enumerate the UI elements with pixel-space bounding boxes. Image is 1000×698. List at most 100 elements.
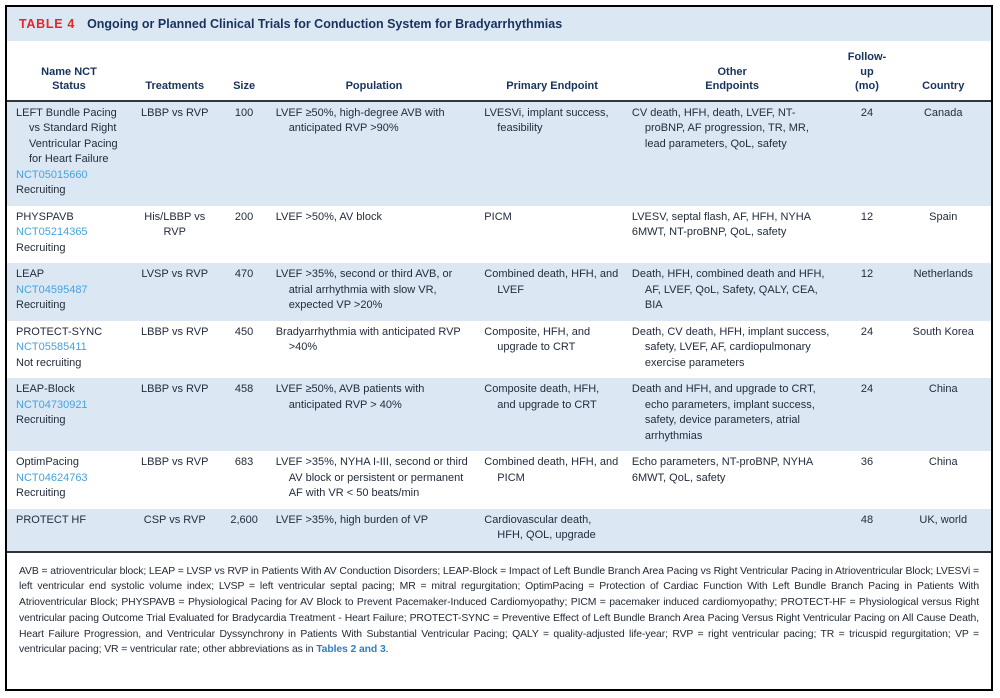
footnote-period: . (385, 644, 389, 656)
treatments-cell: CSP vs RVP (130, 508, 219, 553)
column-header-name-nct-status: Name NCT Status (7, 41, 131, 102)
followup-cell: 12 (860, 210, 874, 223)
treatments-cell: His/LBBP vs RVP (144, 210, 206, 239)
abbreviations-footnote: AVB = atrioventricular block; LEAP = LVS… (7, 553, 991, 690)
population-cell: LVEF >50%, AV block (275, 210, 382, 223)
primary-endpoint-cell: Composite death, HFH, and upgrade to CRT (478, 378, 626, 451)
treatments-cell: LBBP vs RVP (141, 456, 209, 468)
population-cell: LVEF >35%, high burden of VP (269, 508, 479, 553)
trial-name: PROTECT HF (16, 513, 87, 526)
name-nct-status-cell: PHYSPAVB NCT05214365 Recruiting (7, 206, 131, 264)
size-cell: 100 (218, 100, 270, 206)
nct-link[interactable]: NCT05214365 (16, 226, 88, 238)
trial-name: LEFT Bundle Pacing vs Standard Right Ven… (16, 106, 118, 166)
nct-link[interactable]: NCT05015660 (16, 168, 88, 181)
population-cell: Bradyarrhythmia with anticipated RVP >40… (275, 325, 461, 354)
population-cell: LVEF ≥50%, AVB patients with anticipated… (269, 378, 479, 451)
treatments-cell: LVSP vs RVP (130, 263, 219, 321)
followup-cell: 24 (838, 378, 896, 451)
column-header-country: Country (895, 41, 991, 102)
trial-status: Recruiting (16, 184, 66, 196)
column-header-other-endpoints: Other Endpoints (625, 41, 839, 102)
followup-cell: 12 (838, 263, 896, 321)
column-header-treatments: Treatments (130, 41, 219, 102)
followup-cell: 24 (860, 325, 874, 338)
column-header-primary-endpoint: Primary Endpoint (478, 41, 626, 102)
column-header-followup-mo: Follow-up (mo) (838, 41, 896, 102)
table-title: Ongoing or Planned Clinical Trials for C… (87, 17, 563, 31)
country-cell: China (928, 456, 958, 468)
country-cell: China (895, 378, 991, 451)
column-header-population: Population (269, 41, 479, 102)
size-cell: 683 (234, 456, 254, 468)
footnote-text: AVB = atrioventricular block; LEAP = LVS… (19, 565, 979, 656)
followup-cell: 24 (838, 100, 896, 206)
primary-endpoint-cell: Combined death, HFH, and PICM (484, 456, 619, 484)
table-row: LEAP-Block NCT04730921 Recruiting LBBP v… (7, 378, 991, 451)
followup-cell: 36 (860, 456, 874, 468)
header-row: Name NCT Status Treatments Size Populatio… (7, 41, 991, 102)
primary-endpoint-cell: Cardiovascular death, HFH, QOL, upgrade (478, 508, 626, 553)
name-nct-status-cell: PROTECT HF (7, 508, 131, 553)
primary-endpoint-cell: Composite, HFH, and upgrade to CRT (484, 325, 591, 354)
population-cell: LVEF ≥50%, high-degree AVB with anticipa… (269, 100, 479, 206)
table-row: PROTECT HF CSP vs RVP 2,600 LVEF >35%, h… (7, 508, 991, 553)
table-title-bar: TABLE 4 Ongoing or Planned Clinical Tria… (7, 7, 991, 41)
other-endpoints-cell: CV death, HFH, death, LVEF, NT-proBNP, A… (625, 100, 839, 206)
table-row: LEFT Bundle Pacing vs Standard Right Ven… (7, 100, 991, 206)
column-header-size: Size (218, 41, 270, 102)
other-endpoints-cell: Death and HFH, and upgrade to CRT, echo … (625, 378, 839, 451)
other-endpoints-cell: LVESV, septal flash, AF, HFH, NYHA 6MWT, … (631, 210, 812, 239)
trials-table: Name NCT Status Treatments Size Populatio… (7, 41, 991, 553)
population-cell: LVEF >35%, NYHA I-III, second or third A… (275, 456, 468, 499)
trial-status: Recruiting (16, 241, 66, 254)
nct-link[interactable]: NCT04624763 (16, 471, 88, 484)
other-endpoints-cell: Death, CV death, HFH, implant success, s… (631, 325, 830, 369)
primary-endpoint-cell: LVESVi, implant success, feasibility (478, 100, 626, 206)
table-row: PHYSPAVB NCT05214365 Recruiting His/LBBP… (7, 206, 991, 264)
trial-name: OptimPacing (16, 456, 79, 468)
trial-status: Recruiting (16, 299, 66, 311)
country-cell: Netherlands (895, 263, 991, 321)
country-cell: UK, world (895, 508, 991, 553)
tables-2-and-3-link[interactable]: Tables 2 and 3 (316, 644, 386, 656)
table-row: LEAP NCT04595487 Recruiting LVSP vs RVP … (7, 263, 991, 321)
other-endpoints-cell: Death, HFH, combined death and HFH, AF, … (625, 263, 839, 321)
name-nct-status-cell: OptimPacing NCT04624763 Recruiting (7, 451, 131, 509)
country-cell: Canada (895, 100, 991, 206)
clinical-trials-table-figure: TABLE 4 Ongoing or Planned Clinical Tria… (5, 5, 993, 691)
other-endpoints-cell (625, 508, 839, 553)
country-cell: Spain (929, 210, 958, 223)
size-cell: 2,600 (218, 508, 270, 553)
name-nct-status-cell: LEAP NCT04595487 Recruiting (7, 263, 131, 321)
name-nct-status-cell: LEAP-Block NCT04730921 Recruiting (7, 378, 131, 451)
followup-cell: 48 (838, 508, 896, 553)
trial-status: Recruiting (16, 414, 66, 426)
trial-name: PHYSPAVB (16, 210, 74, 223)
other-endpoints-cell: Echo parameters, NT-proBNP, NYHA 6MWT, Qo… (631, 456, 814, 484)
table-row: OptimPacing NCT04624763 Recruiting LBBP … (7, 451, 991, 509)
primary-endpoint-cell: Combined death, HFH, and LVEF (478, 263, 626, 321)
size-cell: 470 (218, 263, 270, 321)
name-nct-status-cell: PROTECT-SYNC NCT05585411 Not recruiting (7, 321, 131, 379)
nct-link[interactable]: NCT04730921 (16, 398, 88, 411)
nct-link[interactable]: NCT05585411 (16, 341, 87, 353)
size-cell: 450 (234, 325, 254, 338)
nct-link[interactable]: NCT04595487 (16, 283, 88, 296)
table-row: PROTECT-SYNC NCT05585411 Not recruiting … (7, 321, 991, 379)
trial-status: Recruiting (16, 487, 66, 499)
name-nct-status-cell: LEFT Bundle Pacing vs Standard Right Ven… (7, 100, 131, 206)
size-cell: 458 (218, 378, 270, 451)
trial-name: LEAP-Block (16, 383, 75, 395)
primary-endpoint-cell: PICM (484, 210, 512, 223)
trial-name: PROTECT-SYNC (16, 325, 103, 338)
population-cell: LVEF >35%, second or third AVB, or atria… (269, 263, 479, 321)
treatments-cell: LBBP vs RVP (141, 325, 209, 338)
trial-status: Not recruiting (16, 356, 82, 369)
table-label: TABLE 4 (19, 17, 76, 31)
country-cell: South Korea (912, 325, 974, 338)
trial-name: LEAP (16, 268, 45, 280)
treatments-cell: LBBP vs RVP (130, 378, 219, 451)
treatments-cell: LBBP vs RVP (130, 100, 219, 206)
size-cell: 200 (234, 210, 254, 223)
